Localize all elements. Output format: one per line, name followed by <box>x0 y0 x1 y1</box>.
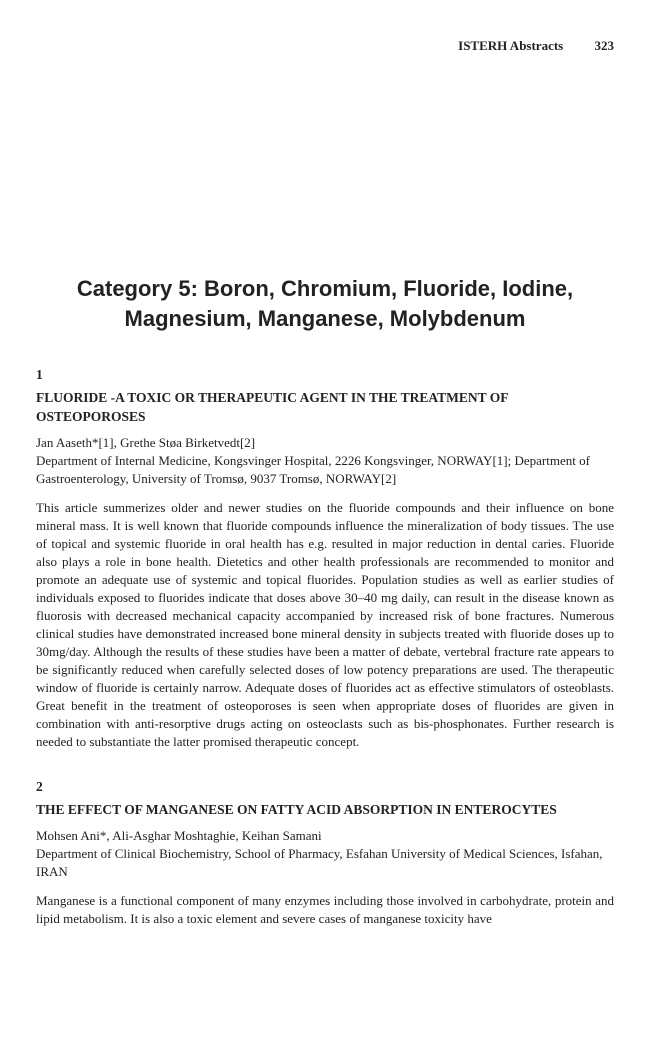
abstract-number: 2 <box>36 779 614 795</box>
running-title: ISTERH Abstracts <box>458 38 563 53</box>
abstract-title: THE EFFECT OF MANGANESE ON FATTY ACID AB… <box>36 801 614 819</box>
abstract-1: 1 FLUORIDE -A TOXIC OR THERAPEUTIC AGENT… <box>36 367 614 750</box>
abstract-number: 1 <box>36 367 614 383</box>
abstract-authors: Jan Aaseth*[1], Grethe Støa Birketvedt[2… <box>36 434 614 452</box>
running-header: ISTERH Abstracts 323 <box>36 38 614 54</box>
abstract-affiliation: Department of Clinical Biochemistry, Sch… <box>36 845 614 880</box>
abstract-body: This article summerizes older and newer … <box>36 499 614 750</box>
abstract-body: Manganese is a functional component of m… <box>36 892 614 928</box>
abstract-affiliation: Department of Internal Medicine, Kongsvi… <box>36 452 614 487</box>
page-number: 323 <box>595 38 615 53</box>
abstract-authors: Mohsen Ani*, Ali-Asghar Moshtaghie, Keih… <box>36 827 614 845</box>
abstract-title: FLUORIDE -A TOXIC OR THERAPEUTIC AGENT I… <box>36 389 614 425</box>
abstract-2: 2 THE EFFECT OF MANGANESE ON FATTY ACID … <box>36 779 614 929</box>
category-title: Category 5: Boron, Chromium, Fluoride, I… <box>36 274 614 333</box>
